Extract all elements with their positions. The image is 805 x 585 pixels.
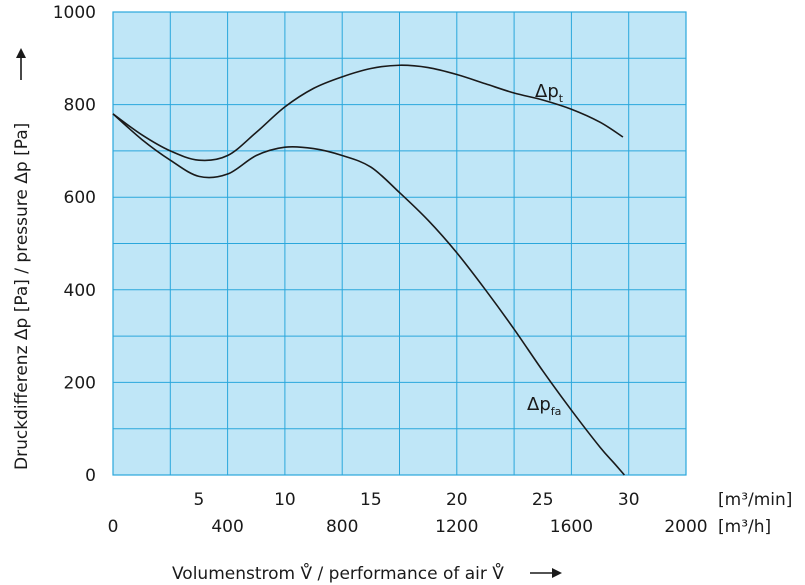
x-tick-label-m3h: 800 [326, 517, 358, 537]
plot-border [112, 11, 687, 476]
y-tick-label: 200 [64, 373, 96, 393]
x-tick-label-m3min: 20 [446, 490, 468, 510]
x-tick-label-m3min: 30 [618, 490, 640, 510]
x-tick-label-m3h: 1600 [550, 517, 593, 537]
x-tick-label-m3min: 15 [360, 490, 382, 510]
y-tick-labels: 0 200 400 600 800 1000 [53, 3, 96, 486]
series-label-dpt: Δpt [535, 81, 564, 105]
x-tick-label-m3h: 1200 [435, 517, 478, 537]
x-tick-label-m3min: 25 [532, 490, 554, 510]
x-tick-label-m3min: 10 [274, 490, 296, 510]
x-axis-arrow [530, 568, 562, 578]
x-axis-label: Volumenstrom V̊ / performance of air V̊ [172, 563, 504, 584]
y-tick-label: 600 [64, 188, 96, 208]
series-line-dpfa [112, 113, 626, 476]
x-unit-m3min: [m³/min] [718, 490, 792, 510]
curves [112, 64, 626, 476]
x-tick-labels-m3min: 5 10 15 20 25 30 [194, 490, 640, 510]
x-tick-label-m3h: 0 [108, 517, 119, 537]
y-axis-label: Druckdifferenz Δp [Pa] / pressure Δp [Pa… [12, 123, 32, 470]
y-tick-label: 400 [64, 281, 96, 301]
y-tick-label: 1000 [53, 3, 96, 23]
x-unit-m3h: [m³/h] [718, 517, 771, 537]
series-line-dpt [112, 64, 624, 162]
x-tick-label-m3h: 2000 [664, 517, 707, 537]
y-tick-label: 800 [64, 96, 96, 116]
x-tick-labels-m3h: 0 400 800 1200 1600 2000 [108, 517, 708, 537]
series-label-dpfa: Δpfa [527, 394, 561, 418]
series-labels: Δpt Δpfa [527, 81, 564, 418]
x-tick-label-m3h: 400 [211, 517, 243, 537]
y-axis-arrow [16, 48, 26, 80]
x-tick-label-m3min: 5 [194, 490, 205, 510]
y-tick-label: 0 [85, 466, 96, 486]
